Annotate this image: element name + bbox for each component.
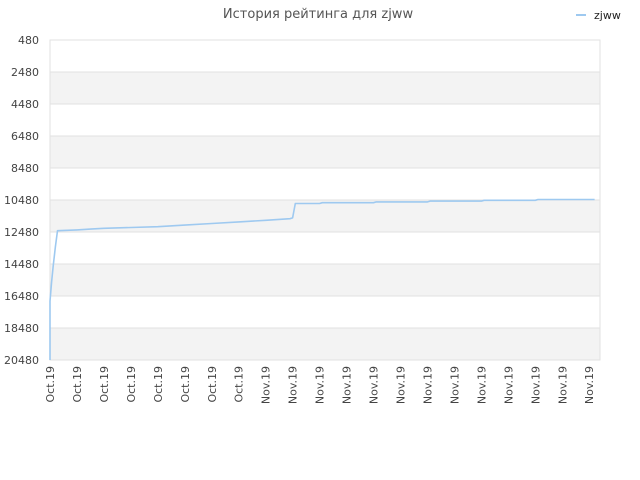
x-tick-label: Nov.19 — [448, 366, 461, 404]
plot-band — [50, 328, 600, 360]
x-axis-tick-labels: Oct.19 Oct.19 Oct.19 Oct.19 Oct.19 Oct.19 Oct.… — [44, 366, 596, 404]
y-tick-label: 8480 — [11, 162, 39, 175]
x-tick-label: Nov.19 — [394, 366, 407, 404]
x-tick-label: Nov.19 — [556, 366, 569, 404]
series-layer — [49, 198, 595, 360]
x-tick-label: Nov.19 — [502, 366, 515, 404]
y-tick-label: 12480 — [4, 226, 39, 239]
plot-band — [50, 72, 600, 104]
y-tick-label: 16480 — [4, 290, 39, 303]
y-tick-label: 10480 — [4, 194, 39, 207]
plot-band — [50, 264, 600, 296]
x-tick-label: Nov.19 — [314, 366, 327, 404]
plot-frame — [49, 39, 601, 361]
x-tick-label: Nov.19 — [341, 366, 354, 404]
legend-label: zjww — [594, 9, 621, 22]
x-tick-label: Oct.19 — [71, 366, 84, 403]
y-tick-label: 4480 — [11, 98, 39, 111]
plot-band — [50, 136, 600, 168]
y-tick-label: 20480 — [4, 354, 39, 367]
x-tick-label: Nov.19 — [583, 366, 596, 404]
x-tick-label: Oct.19 — [98, 366, 111, 403]
y-tick-label: 18480 — [4, 322, 39, 335]
legend: zjww — [576, 9, 621, 22]
y-tick-label: 480 — [18, 34, 39, 47]
x-tick-label: Nov.19 — [475, 366, 488, 404]
x-tick-label: Nov.19 — [260, 366, 273, 404]
x-tick-label: Oct.19 — [125, 366, 138, 403]
x-tick-label: Nov.19 — [287, 366, 300, 404]
x-tick-label: Oct.19 — [44, 366, 57, 403]
y-axis-tick-labels: 480 2480 4480 6480 8480 10480 12480 14480 16480 1… — [4, 34, 39, 367]
chart-title: История рейтинга для zjww — [223, 7, 414, 22]
x-tick-label: Oct.19 — [152, 366, 165, 403]
x-tick-label: Nov.19 — [421, 366, 434, 404]
x-tick-label: Nov.19 — [368, 366, 381, 404]
plot-background-bands — [50, 72, 600, 360]
y-tick-label: 6480 — [11, 130, 39, 143]
series-line-zjww — [49, 198, 595, 360]
y-tick-label: 14480 — [4, 258, 39, 271]
x-tick-label: Oct.19 — [233, 366, 246, 403]
x-tick-label: Nov.19 — [529, 366, 542, 404]
y-tick-label: 2480 — [11, 66, 39, 79]
x-tick-label: Oct.19 — [179, 366, 192, 403]
x-tick-label: Oct.19 — [206, 366, 219, 403]
